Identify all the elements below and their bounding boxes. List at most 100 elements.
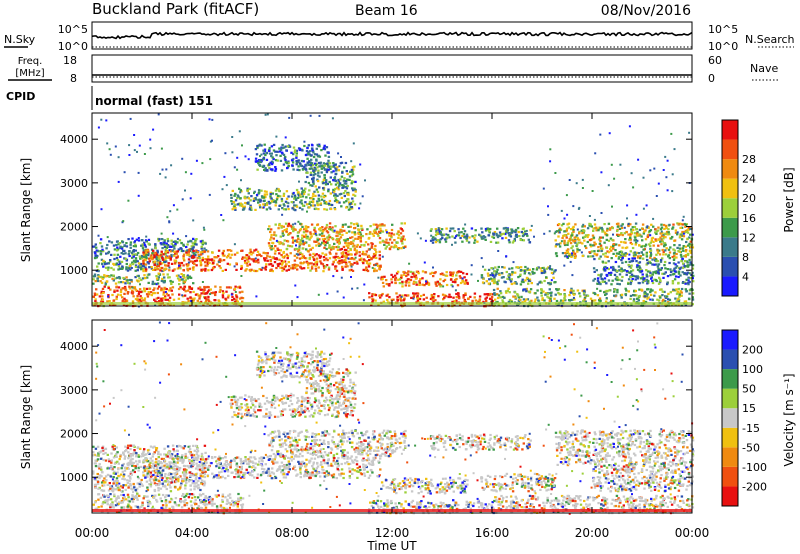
range-cell: [211, 500, 214, 503]
range-cell: [607, 279, 611, 282]
y-tick-label: 1000: [60, 264, 88, 277]
range-cell: [368, 236, 371, 240]
range-cell: [104, 283, 107, 286]
range-cell: [157, 276, 160, 279]
range-cell: [666, 233, 669, 236]
range-cell: [665, 247, 668, 250]
range-cell: [104, 281, 108, 284]
range-cell: [208, 261, 211, 265]
range-cell: [566, 223, 569, 226]
range-cell: [272, 237, 275, 240]
range-cell: [195, 264, 198, 267]
range-cell: [283, 239, 286, 242]
range-cell: [272, 143, 276, 146]
range-cell: [410, 296, 413, 299]
range-cell: [497, 304, 500, 307]
range-cell: [639, 268, 642, 271]
range-cell: [677, 261, 680, 264]
range-cell: [343, 177, 346, 180]
range-cell: [314, 185, 317, 188]
range-cell: [691, 298, 695, 301]
range-cell: [138, 288, 142, 291]
range-cell: [367, 254, 371, 257]
range-cell: [423, 261, 426, 264]
range-cell: [325, 168, 329, 171]
range-cell: [533, 235, 535, 238]
range-cell: [620, 279, 624, 282]
range-cell: [230, 253, 234, 256]
range-cell: [630, 260, 633, 263]
range-cell: [684, 254, 688, 257]
range-cell: [457, 234, 461, 237]
range-cell: [129, 243, 132, 246]
range-cell: [489, 240, 493, 243]
range-cell: [134, 257, 138, 260]
range-cell: [163, 258, 166, 261]
range-cell: [307, 151, 310, 154]
range-cell: [349, 247, 352, 251]
range-cell: [295, 239, 298, 242]
range-cell: [285, 247, 289, 250]
range-cell: [116, 289, 119, 292]
range-cell: [345, 206, 348, 209]
range-cell: [381, 277, 384, 281]
range-cell: [128, 505, 131, 508]
range-cell: [101, 502, 104, 505]
range-cell: [493, 276, 496, 279]
range-cell: [303, 235, 306, 238]
range-cell: [247, 197, 251, 200]
range-cell: [643, 230, 646, 233]
range-cell: [688, 131, 691, 134]
range-cell: [165, 292, 169, 295]
range-cell: [310, 167, 313, 170]
range-cell: [303, 241, 307, 245]
range-cell: [610, 304, 613, 307]
range-cell: [280, 151, 284, 154]
range-cell: [660, 234, 664, 237]
range-cell: [335, 231, 338, 234]
range-cell: [629, 275, 632, 278]
range-cell: [402, 270, 405, 274]
range-cell: [282, 225, 285, 228]
range-cell: [95, 256, 98, 259]
range-cell: [142, 249, 145, 252]
range-cell: [634, 222, 638, 225]
range-cell: [453, 230, 456, 233]
range-cell: [153, 282, 157, 285]
range-cell: [334, 258, 337, 261]
range-cell: [554, 293, 557, 296]
range-cell: [195, 243, 198, 246]
range-cell: [611, 246, 615, 249]
range-cell: [381, 239, 385, 242]
range-cell: [460, 231, 463, 234]
range-cell: [144, 254, 147, 257]
range-cell: [303, 140, 306, 143]
range-cell: [594, 292, 597, 296]
range-cell: [127, 503, 130, 506]
range-cell: [641, 223, 645, 226]
range-cell: [204, 258, 207, 261]
range-cell: [616, 276, 619, 279]
range-cell: [588, 215, 591, 217]
range-cell: [92, 278, 95, 281]
range-cell: [334, 173, 337, 176]
range-cell: [346, 238, 349, 241]
range-cell: [345, 187, 349, 190]
range-cell: [606, 255, 609, 258]
range-cell: [570, 298, 573, 302]
range-cell: [326, 182, 329, 186]
range-cell: [328, 226, 331, 229]
range-cell: [271, 256, 274, 259]
range-cell: [611, 268, 615, 272]
range-cell: [327, 155, 331, 158]
range-cell: [262, 251, 265, 254]
range-cell: [143, 290, 147, 293]
range-cell: [618, 269, 621, 272]
range-cell: [292, 201, 295, 204]
range-cell: [507, 274, 510, 277]
range-cell: [345, 182, 348, 185]
range-cell: [121, 501, 124, 504]
range-cell: [691, 271, 694, 274]
range-cell: [505, 231, 508, 234]
range-cell: [293, 204, 296, 207]
